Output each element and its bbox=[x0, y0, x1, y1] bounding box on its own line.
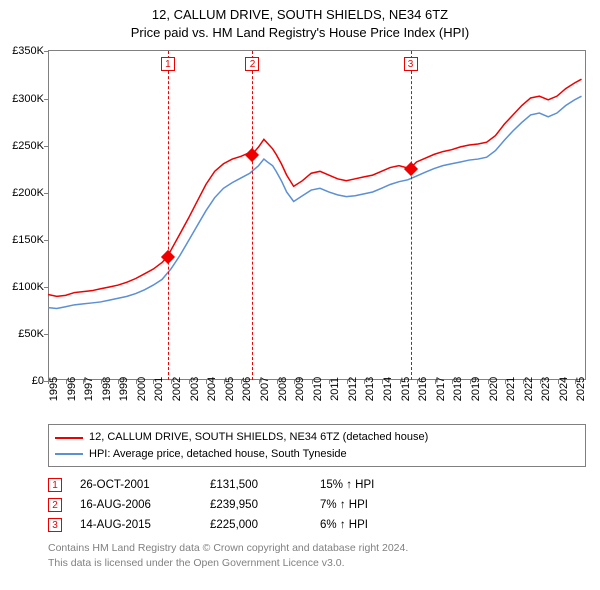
y-tick-mark bbox=[44, 146, 48, 147]
chart-plot-area: £0£50K£100K£150K£200K£250K£300K£350K1995… bbox=[48, 50, 586, 380]
y-tick-mark bbox=[44, 51, 48, 52]
y-tick-mark bbox=[44, 99, 48, 100]
legend-swatch-series1 bbox=[55, 437, 83, 439]
legend: 12, CALLUM DRIVE, SOUTH SHIELDS, NE34 6T… bbox=[48, 424, 586, 467]
sale-vline bbox=[168, 51, 169, 380]
sale-vline bbox=[252, 51, 253, 380]
sales-price: £239,950 bbox=[210, 499, 320, 511]
sales-row: 2 16-AUG-2006£239,9507% ↑ HPI bbox=[48, 495, 586, 515]
y-tick-mark bbox=[44, 193, 48, 194]
y-tick-label: £150K bbox=[0, 234, 44, 246]
series-line-price_paid bbox=[48, 80, 582, 297]
sales-date: 26-OCT-2001 bbox=[80, 479, 210, 491]
legend-label-series1: 12, CALLUM DRIVE, SOUTH SHIELDS, NE34 6T… bbox=[89, 429, 428, 446]
sales-date: 14-AUG-2015 bbox=[80, 519, 210, 531]
sales-num: 3 bbox=[48, 518, 62, 532]
chart-lines bbox=[48, 51, 585, 380]
sales-price: £131,500 bbox=[210, 479, 320, 491]
sales-row: 3 14-AUG-2015£225,0006% ↑ HPI bbox=[48, 515, 586, 535]
chart-container: 12, CALLUM DRIVE, SOUTH SHIELDS, NE34 6T… bbox=[0, 0, 600, 570]
sale-marker-box: 3 bbox=[404, 57, 418, 71]
y-tick-label: £200K bbox=[0, 187, 44, 199]
y-tick-mark bbox=[44, 287, 48, 288]
sales-price: £225,000 bbox=[210, 519, 320, 531]
sale-marker-box: 2 bbox=[245, 57, 259, 71]
sales-num: 2 bbox=[48, 498, 62, 512]
footer-line2: This data is licensed under the Open Gov… bbox=[48, 556, 586, 570]
sales-date: 16-AUG-2006 bbox=[80, 499, 210, 511]
title-address: 12, CALLUM DRIVE, SOUTH SHIELDS, NE34 6T… bbox=[0, 6, 600, 24]
footer-line1: Contains HM Land Registry data © Crown c… bbox=[48, 541, 586, 555]
y-tick-label: £100K bbox=[0, 281, 44, 293]
sale-marker-box: 1 bbox=[161, 57, 175, 71]
sale-vline bbox=[411, 51, 412, 380]
sales-hpi: 7% ↑ HPI bbox=[320, 499, 368, 511]
y-tick-mark bbox=[44, 334, 48, 335]
sales-num: 1 bbox=[48, 478, 62, 492]
y-tick-mark bbox=[44, 240, 48, 241]
title-block: 12, CALLUM DRIVE, SOUTH SHIELDS, NE34 6T… bbox=[0, 0, 600, 42]
sales-row: 1 26-OCT-2001£131,50015% ↑ HPI bbox=[48, 475, 586, 495]
footer-attribution: Contains HM Land Registry data © Crown c… bbox=[48, 541, 586, 569]
y-tick-label: £250K bbox=[0, 140, 44, 152]
sales-hpi: 6% ↑ HPI bbox=[320, 519, 368, 531]
sales-table: 1 26-OCT-2001£131,50015% ↑ HPI 2 16-AUG-200… bbox=[48, 475, 586, 535]
legend-row-series2: HPI: Average price, detached house, Sout… bbox=[55, 446, 579, 463]
y-tick-label: £50K bbox=[0, 328, 44, 340]
y-tick-label: £300K bbox=[0, 93, 44, 105]
sales-hpi: 15% ↑ HPI bbox=[320, 479, 374, 491]
legend-swatch-series2 bbox=[55, 453, 83, 455]
legend-row-series1: 12, CALLUM DRIVE, SOUTH SHIELDS, NE34 6T… bbox=[55, 429, 579, 446]
y-tick-label: £0 bbox=[0, 375, 44, 387]
title-subtitle: Price paid vs. HM Land Registry's House … bbox=[0, 24, 600, 42]
legend-label-series2: HPI: Average price, detached house, Sout… bbox=[89, 446, 347, 463]
y-tick-label: £350K bbox=[0, 45, 44, 57]
